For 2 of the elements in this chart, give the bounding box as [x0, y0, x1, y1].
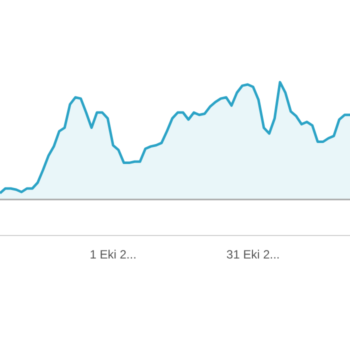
x-tick-label: 1 Eki 2...	[90, 248, 136, 262]
x-tick-label: 31 Eki 2...	[226, 248, 280, 262]
